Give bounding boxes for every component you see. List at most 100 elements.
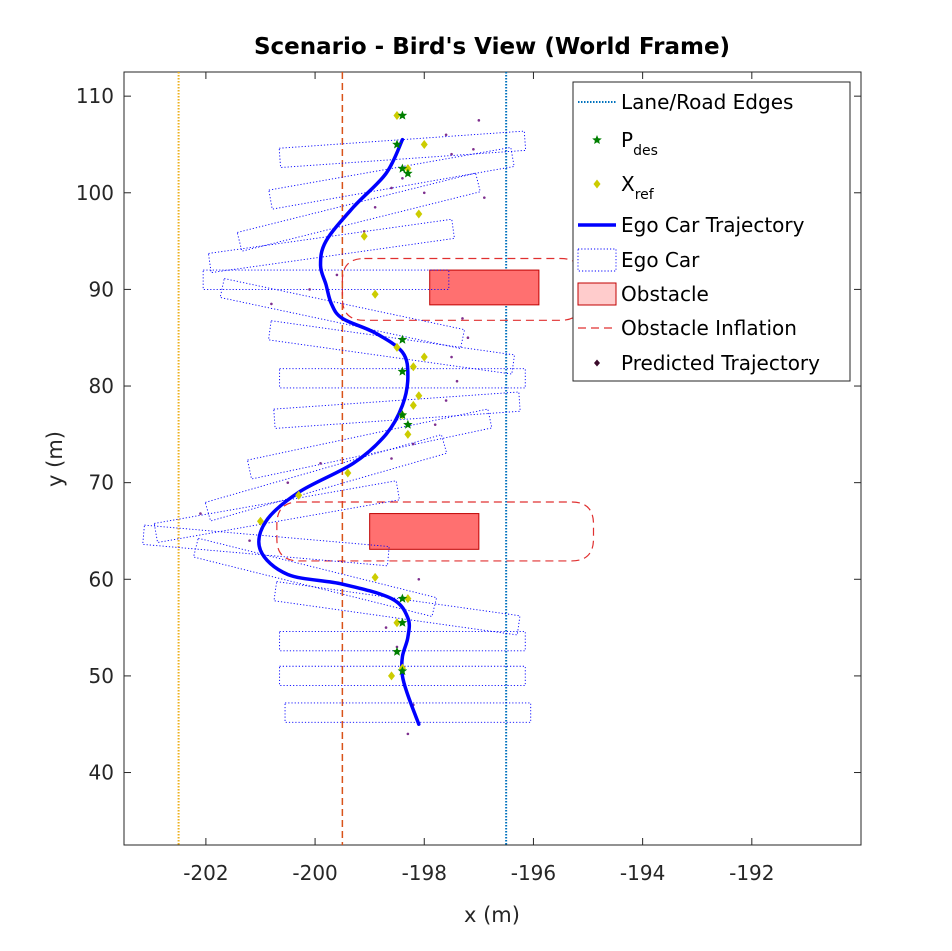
- x-tick-label: -200: [292, 861, 337, 885]
- ego-car-box-2: [279, 665, 526, 687]
- p-des-point-9: [403, 168, 413, 178]
- predicted-point-12: [433, 423, 437, 426]
- predicted-point-17: [461, 317, 464, 320]
- legend-label-pdes: Pdes: [621, 128, 658, 159]
- p-des-point-6: [397, 410, 408, 420]
- x-axis-ticks: -202 -200 -198 -196 -194 -192: [183, 72, 775, 885]
- p-des-point-4: [397, 593, 408, 603]
- p-des-point-7: [397, 366, 408, 376]
- predicted-point-5: [417, 577, 421, 581]
- predicted-point-4: [406, 732, 410, 736]
- y-tick-label: 90: [89, 277, 114, 301]
- ego-car-box-11: [279, 368, 526, 389]
- legend-label-xref: Xref: [621, 172, 655, 203]
- predicted-point-15: [450, 355, 453, 359]
- ego-car-box-12: [268, 320, 515, 375]
- ego-trajectory-line: [257, 137, 421, 726]
- ego-car-trajectory: [257, 137, 421, 726]
- legend-item-obstacle: Obstacle: [577, 282, 709, 306]
- p-des-point-8: [397, 334, 408, 344]
- predicted-point-7: [248, 539, 251, 542]
- legend-item-lane: Lane/Road Edges: [578, 90, 793, 114]
- p-des-point-10: [397, 163, 408, 173]
- predicted-point-11: [412, 442, 415, 446]
- legend-label-ego_car: Ego Car: [621, 248, 700, 272]
- legend-marker-xref: [593, 179, 601, 189]
- legend-marker-ego-car: [577, 248, 617, 272]
- predicted-point-25: [335, 273, 339, 277]
- y-tick-label: 100: [76, 181, 114, 205]
- ego-car-box-9: [246, 408, 493, 480]
- x-tick-label: -192: [729, 861, 774, 885]
- ego-car-box-1: [284, 702, 532, 723]
- x-ref-point-20: [393, 110, 401, 120]
- legend: Lane/Road Edges Pdes Xref Ego Car Trajector…: [572, 81, 851, 382]
- ego-car-box-8: [204, 434, 448, 522]
- x-ref-point-21: [415, 209, 423, 219]
- predicted-point-20: [444, 133, 448, 137]
- x-ref-point-3: [393, 618, 401, 628]
- x-ref-point-8: [344, 468, 352, 478]
- x-tick-label: -202: [183, 861, 228, 885]
- y-tick-label: 70: [89, 471, 114, 495]
- obstacle-inflation-2: [276, 501, 595, 562]
- legend-label-lane: Lane/Road Edges: [621, 90, 793, 114]
- legend-item-inflation: Obstacle Inflation: [578, 316, 797, 340]
- legend-label-pred: Predicted Trajectory: [621, 351, 820, 375]
- predicted-point-16: [466, 336, 470, 340]
- x-ref-points: [256, 110, 428, 681]
- ego-car-box-7: [153, 480, 401, 544]
- p-des-point-12: [397, 110, 408, 120]
- ego-car-box-4: [273, 581, 521, 636]
- x-ref-point-13: [415, 391, 423, 401]
- ego-car-box-16: [236, 172, 481, 252]
- legend-marker-predicted: [594, 359, 600, 367]
- ego-car-box-5: [193, 537, 438, 617]
- x-ref-point-6: [295, 490, 303, 500]
- predicted-point-6: [199, 512, 202, 515]
- legend-item-pdes: Pdes: [592, 128, 658, 159]
- x-ref-point-16: [393, 342, 401, 352]
- x-ref-point-14: [409, 362, 417, 372]
- predicted-point-29: [373, 205, 377, 209]
- x-ref-point-15: [420, 352, 428, 362]
- predicted-point-28: [362, 230, 366, 233]
- ego-car-box-18: [278, 130, 527, 168]
- x-ref-point-9: [371, 289, 379, 299]
- legend-label-obstacle: Obstacle: [621, 282, 709, 306]
- predicted-point-24: [422, 191, 426, 195]
- legend-item-pred: Predicted Trajectory: [594, 351, 820, 375]
- x-ref-point-10: [404, 429, 412, 439]
- x-tick-label: -196: [511, 861, 556, 885]
- y-tick-label: 60: [89, 567, 114, 591]
- obstacles: [369, 269, 540, 550]
- legend-item-xref: Xref: [593, 172, 655, 203]
- obstacle-1: [429, 269, 540, 306]
- predicted-point-18: [450, 152, 453, 156]
- predicted-point-27: [270, 302, 273, 306]
- predicted-point-1: [384, 626, 388, 629]
- y-tick-label: 50: [89, 664, 114, 688]
- p-des-point-3: [397, 617, 408, 627]
- predicted-point-8: [286, 481, 290, 484]
- ego-car-box-13: [219, 278, 466, 350]
- predicted-point-21: [477, 119, 481, 122]
- predicted-point-9: [319, 462, 322, 465]
- predicted-point-13: [444, 399, 448, 402]
- ego-car-box-15: [207, 218, 455, 274]
- x-ref-point-4: [404, 594, 412, 604]
- predicted-point-23: [483, 196, 486, 199]
- y-tick-label: 80: [89, 374, 114, 398]
- ego-car-box-17: [268, 146, 515, 210]
- predicted-point-30: [390, 186, 393, 190]
- x-tick-label: -194: [620, 861, 665, 885]
- x-ref-point-1: [388, 671, 396, 681]
- legend-item-ego_car: Ego Car: [577, 248, 700, 272]
- predicted-point-26: [308, 288, 311, 291]
- x-ref-point-5: [371, 572, 379, 582]
- x-axis-label: x (m): [464, 903, 520, 927]
- legend-marker-pdes: [592, 135, 602, 144]
- y-axis-label: y (m): [43, 431, 67, 487]
- obstacle-2: [369, 513, 480, 550]
